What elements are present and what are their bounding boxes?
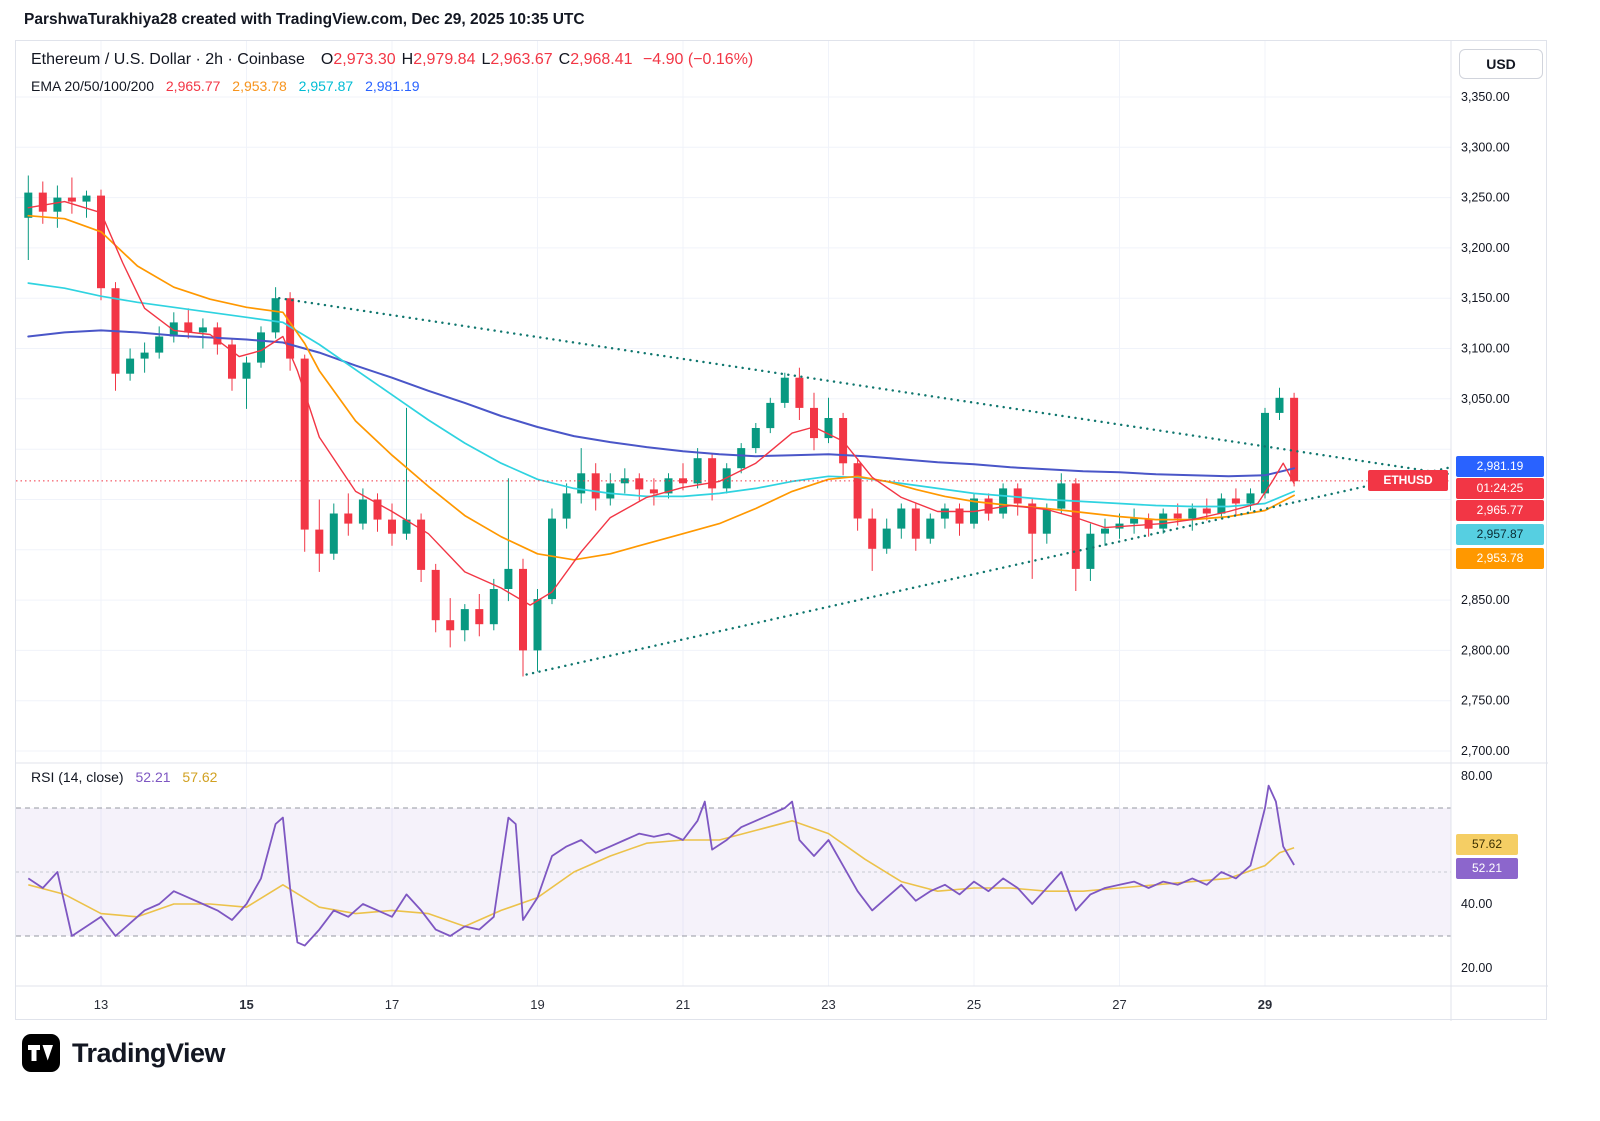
time-axis-labels[interactable]: 13 15 17 19 21 23 25 27 29 [94, 997, 1272, 1012]
grid [16, 41, 1451, 986]
price-rsi-chart[interactable]: 3,350.00 3,300.00 3,250.00 3,200.00 3,150.00… [16, 41, 1548, 1021]
svg-text:3,200.00: 3,200.00 [1461, 241, 1510, 255]
svg-text:13: 13 [94, 997, 108, 1012]
svg-text:29: 29 [1258, 997, 1272, 1012]
svg-text:3,100.00: 3,100.00 [1461, 342, 1510, 356]
tradingview-footer: TradingView [22, 1034, 226, 1072]
chart-panel: 3,350.00 3,300.00 3,250.00 3,200.00 3,150.00… [15, 40, 1548, 1021]
trendline[interactable] [525, 466, 1452, 676]
svg-text:3,150.00: 3,150.00 [1461, 291, 1510, 305]
svg-text:21: 21 [676, 997, 690, 1012]
symbol-price-tag: ETHUSD [1368, 470, 1448, 491]
candles [24, 175, 1299, 677]
tradingview-brand-text: TradingView [72, 1037, 226, 1068]
svg-text:40.00: 40.00 [1461, 897, 1492, 911]
rsi-axis-badge: 52.21 [1456, 858, 1518, 879]
svg-text:3,300.00: 3,300.00 [1461, 140, 1510, 154]
ema200-axis-badge: 2,981.19 [1456, 456, 1544, 477]
svg-text:2,750.00: 2,750.00 [1461, 694, 1510, 708]
ema50-axis-badge: 2,953.78 [1456, 548, 1544, 569]
ema100-axis-badge: 2,957.87 [1456, 524, 1544, 545]
svg-text:27: 27 [1112, 997, 1126, 1012]
ema20-axis-badge: 2,965.77 [1456, 500, 1544, 521]
trendline[interactable] [278, 297, 1452, 476]
rsi-ma-axis-badge: 57.62 [1456, 834, 1518, 855]
ema-line [27, 329, 1296, 478]
svg-text:2,700.00: 2,700.00 [1461, 744, 1510, 758]
svg-text:17: 17 [385, 997, 399, 1012]
svg-text:15: 15 [239, 997, 253, 1012]
bar-countdown-badge: 01:24:25 [1456, 478, 1544, 499]
tradingview-logo-icon [22, 1034, 60, 1072]
svg-text:20.00: 20.00 [1461, 961, 1492, 975]
attribution-header: ParshwaTurakhiya28 created with TradingV… [24, 11, 585, 28]
svg-text:3,050.00: 3,050.00 [1461, 392, 1510, 406]
ema-line [27, 282, 1295, 508]
svg-text:80.00: 80.00 [1461, 769, 1492, 783]
svg-text:25: 25 [967, 997, 981, 1012]
rsi-line [27, 784, 1295, 947]
price-axis-labels[interactable]: 3,350.00 3,300.00 3,250.00 3,200.00 3,150.00… [1461, 90, 1510, 975]
currency-toggle-button[interactable]: USD [1459, 49, 1543, 79]
svg-text:3,350.00: 3,350.00 [1461, 90, 1510, 104]
ema-line [27, 200, 1295, 606]
svg-text:19: 19 [530, 997, 544, 1012]
svg-text:2,800.00: 2,800.00 [1461, 643, 1510, 657]
svg-text:3,250.00: 3,250.00 [1461, 191, 1510, 205]
svg-text:23: 23 [821, 997, 835, 1012]
svg-text:2,850.00: 2,850.00 [1461, 593, 1510, 607]
ema-line [27, 214, 1295, 561]
